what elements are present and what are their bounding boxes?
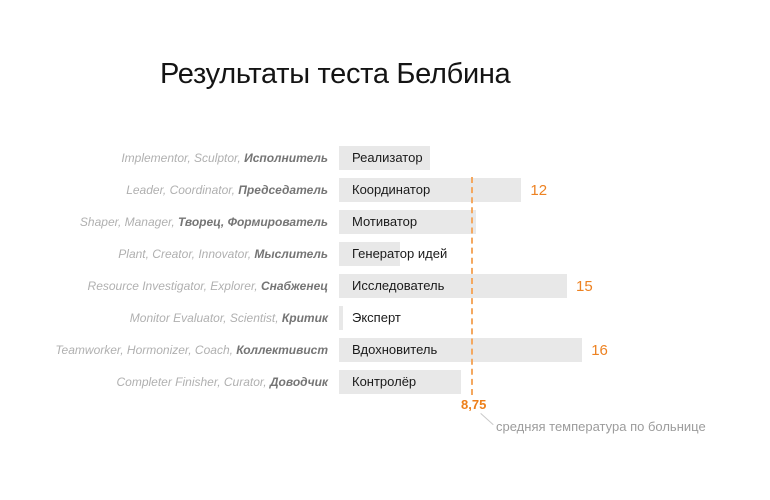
score-bar <box>339 242 400 266</box>
score-bar <box>339 370 461 394</box>
score-bar <box>339 210 476 234</box>
average-caption: средняя температура по больнице <box>496 419 706 434</box>
role-name-label: Реализатор <box>352 150 423 165</box>
average-value-label: 8,75 <box>461 397 487 412</box>
table-row: Teamworker, Hormonizer, Coach, Коллектив… <box>0 338 770 362</box>
table-row: Implementor, Sculptor, Исполнитель Реализ… <box>0 146 770 170</box>
caption-connector-line <box>480 413 494 426</box>
table-row: Resource Investigator, Explorer, Снабжен… <box>0 274 770 298</box>
score-bar <box>339 178 522 202</box>
chart-title: Результаты теста Белбина <box>160 58 511 90</box>
role-descriptor-label: Plant, Creator, Innovator, Мыслитель <box>0 242 328 266</box>
role-descriptor-label: Monitor Evaluator, Scientist, Критик <box>0 306 328 330</box>
role-descriptor-label: Teamworker, Hormonizer, Coach, Коллектив… <box>0 338 328 362</box>
table-row: Plant, Creator, Innovator, Мыслитель Гене… <box>0 242 770 266</box>
role-descriptor-en: Monitor Evaluator, Scientist, <box>129 311 282 325</box>
role-descriptor-ru: Доводчик <box>269 375 328 389</box>
role-name-label: Генератор идей <box>352 246 448 261</box>
score-value-label: 12 <box>530 182 548 199</box>
role-descriptor-ru: Творец, Формирователь <box>178 215 328 229</box>
role-name-label: Мотиватор <box>352 214 418 229</box>
table-row: Monitor Evaluator, Scientist, Критик Эксп… <box>0 306 770 330</box>
role-descriptor-ru: Критик <box>281 311 328 325</box>
score-bar <box>339 146 431 170</box>
role-descriptor-en: Resource Investigator, Explorer, <box>87 279 261 293</box>
role-descriptor-en: Teamworker, Hormonizer, Coach, <box>55 343 237 357</box>
role-descriptor-label: Implementor, Sculptor, Исполнитель <box>0 146 328 170</box>
role-descriptor-ru: Исполнитель <box>244 151 328 165</box>
role-descriptor-label: Shaper, Manager, Творец, Формирователь <box>0 210 328 234</box>
role-name-label: Исследователь <box>352 278 445 293</box>
score-bar <box>339 338 583 362</box>
table-row: Leader, Coordinator, Председатель Координ… <box>0 178 770 202</box>
role-name-label: Эксперт <box>352 310 401 325</box>
role-descriptor-label: Completer Finisher, Curator, Доводчик <box>0 370 328 394</box>
role-name-label: Вдохновитель <box>352 342 438 357</box>
score-value-label: 15 <box>576 278 593 295</box>
role-descriptor-ru: Коллективист <box>236 343 328 357</box>
table-row: Shaper, Manager, Творец, Формирователь Мо… <box>0 210 770 234</box>
role-descriptor-en: Shaper, Manager, <box>79 215 178 229</box>
role-descriptor-en: Implementor, Sculptor, <box>121 151 245 165</box>
role-descriptor-en: Plant, Creator, Innovator, <box>118 247 255 261</box>
role-name-label: Контролёр <box>352 374 417 389</box>
role-descriptor-label: Leader, Coordinator, Председатель <box>0 178 328 202</box>
table-row: Completer Finisher, Curator, Доводчик Кон… <box>0 370 770 394</box>
role-name-label: Координатор <box>352 182 431 197</box>
role-descriptor-label: Resource Investigator, Explorer, Снабжен… <box>0 274 328 298</box>
score-value-label: 16 <box>591 342 608 359</box>
score-bar <box>339 306 343 330</box>
role-descriptor-ru: Мыслитель <box>254 247 328 261</box>
role-descriptor-ru: Снабженец <box>260 279 328 293</box>
role-descriptor-en: Leader, Coordinator, <box>126 183 239 197</box>
role-descriptor-en: Completer Finisher, Curator, <box>116 375 270 389</box>
score-bar <box>339 274 567 298</box>
average-reference-line <box>471 177 473 395</box>
role-descriptor-ru: Председатель <box>238 183 328 197</box>
